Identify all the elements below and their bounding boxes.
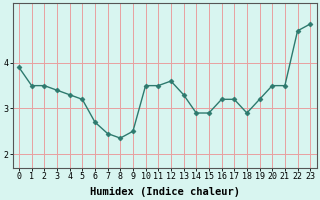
X-axis label: Humidex (Indice chaleur): Humidex (Indice chaleur) [90,186,240,197]
